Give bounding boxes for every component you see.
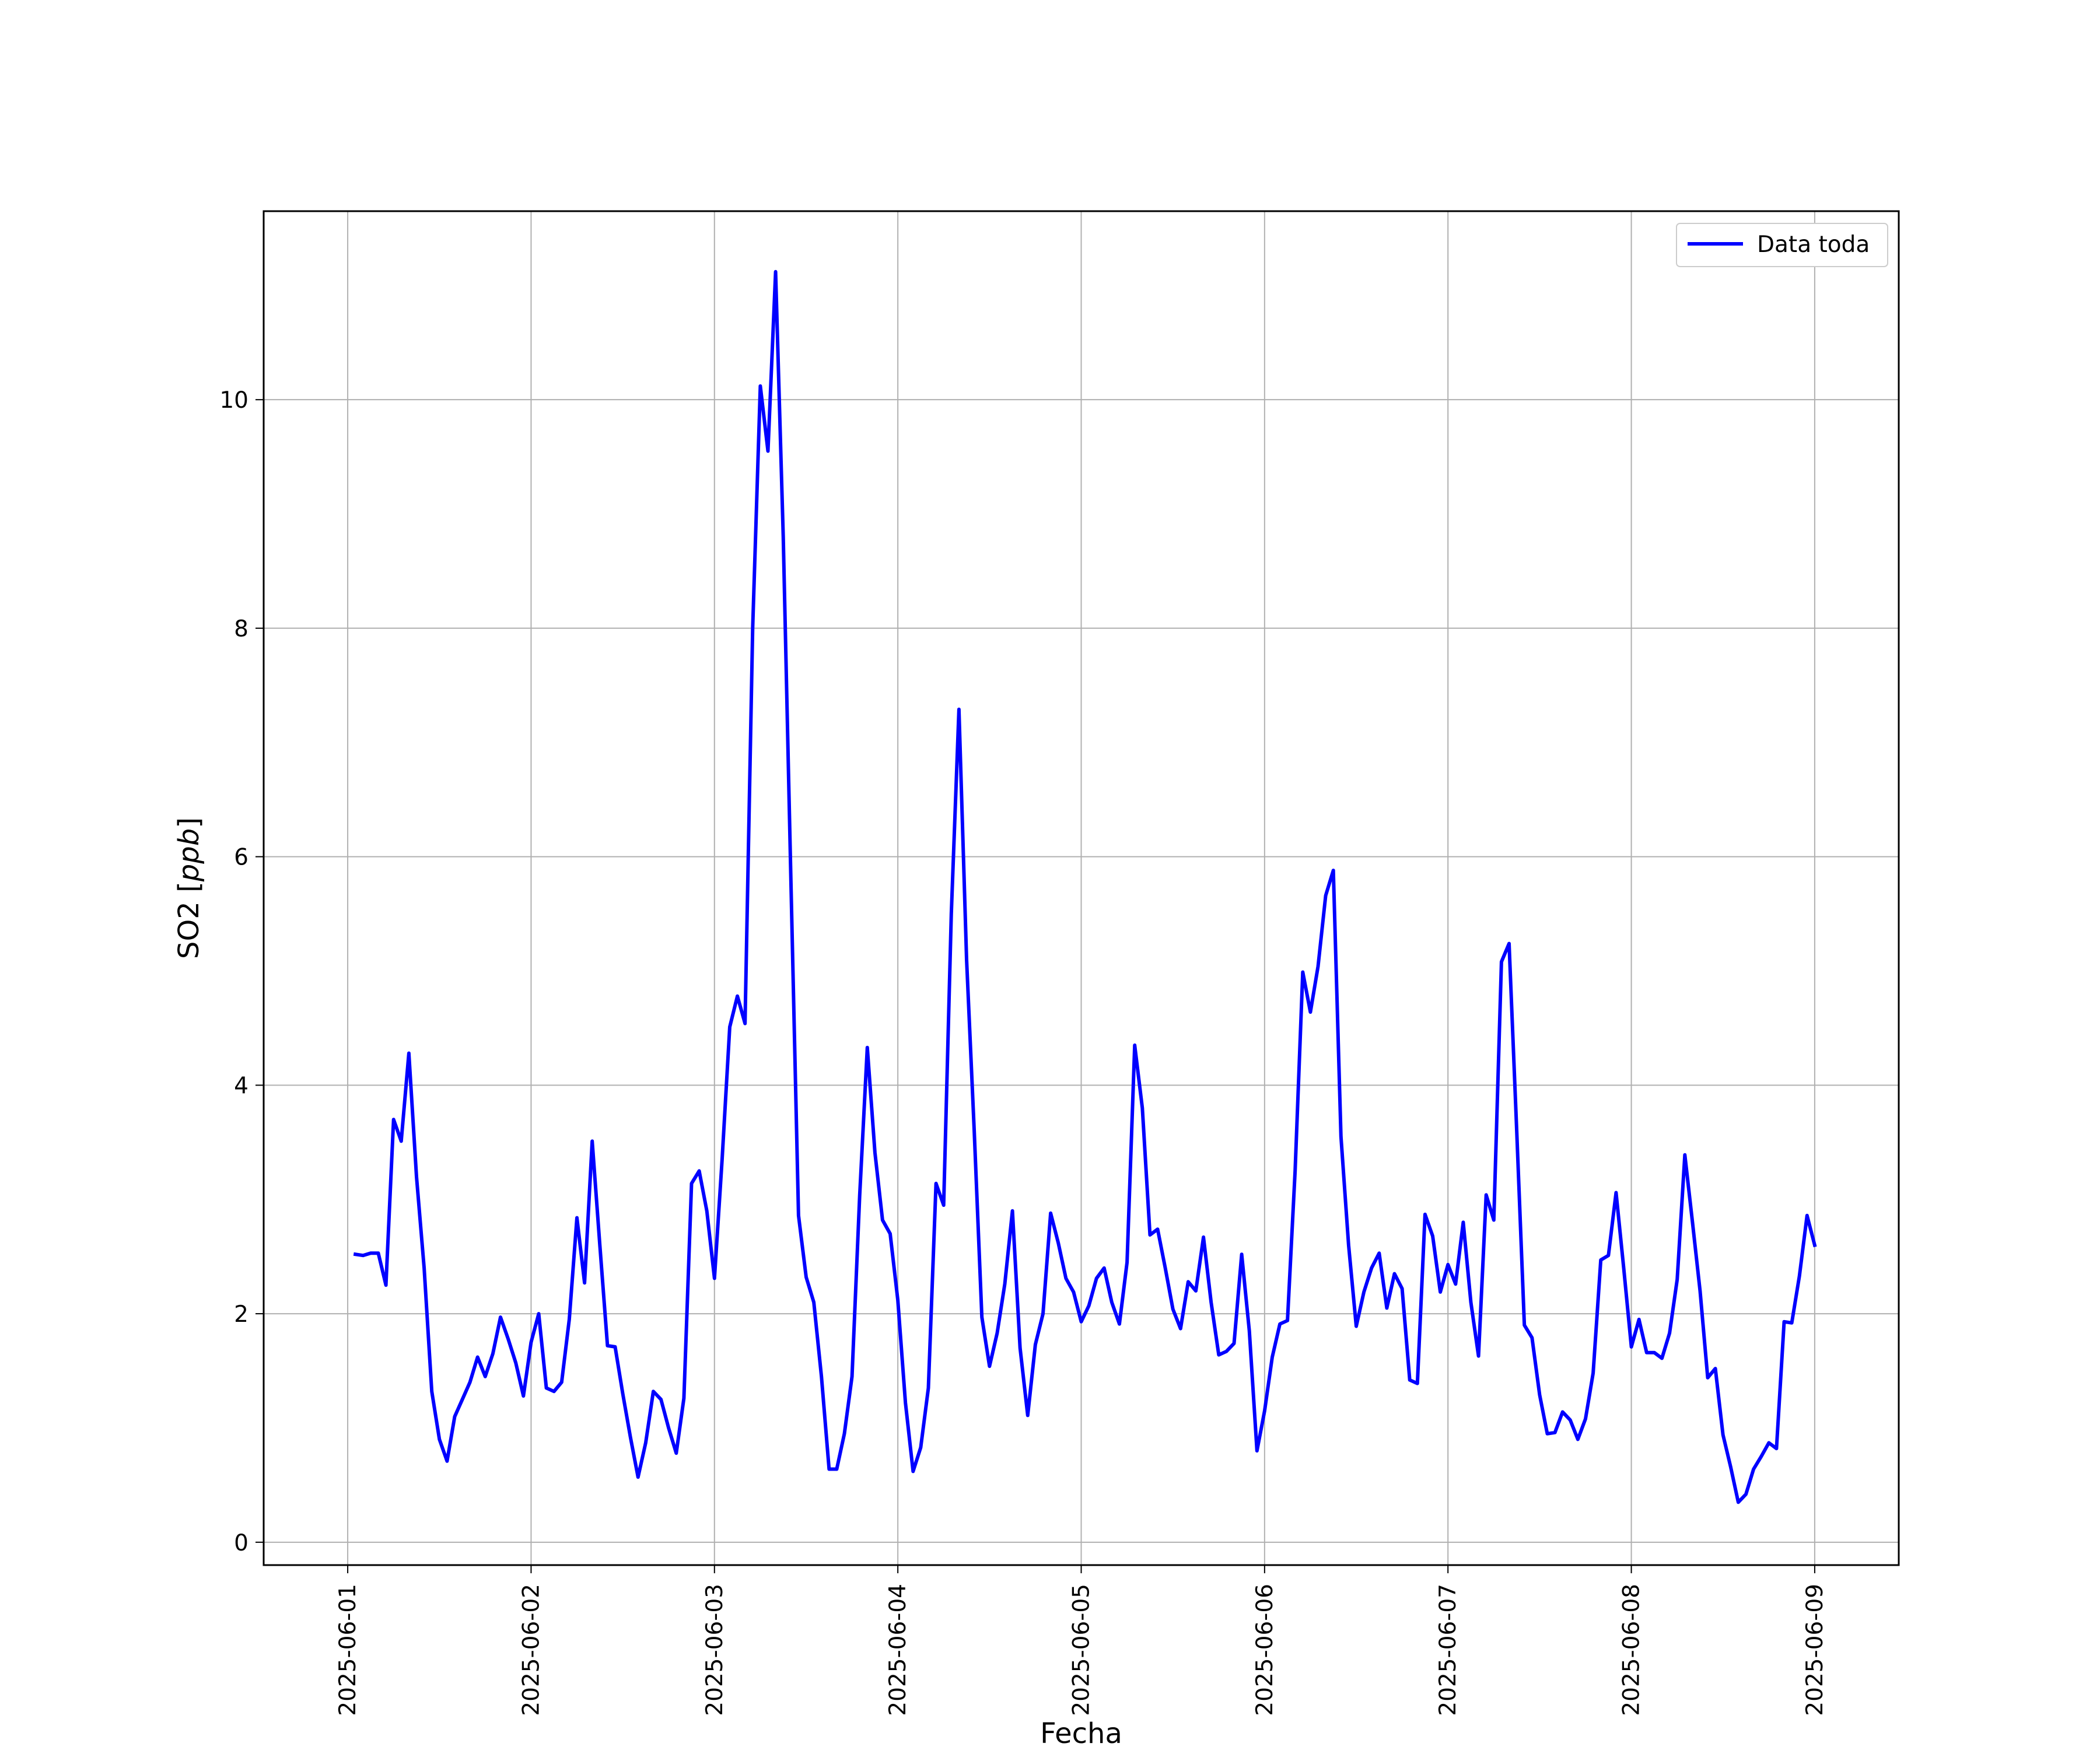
- y-tick-label: 4: [234, 1073, 249, 1099]
- legend: Data toda: [1676, 223, 1888, 267]
- x-tick-label: 2025-06-02: [518, 1584, 544, 1716]
- plot-area-frame: [262, 210, 1900, 1566]
- x-axis-label: Fecha: [1040, 1717, 1122, 1750]
- x-tick-label: 2025-06-04: [885, 1584, 911, 1716]
- x-tick-label: 2025-06-06: [1252, 1584, 1278, 1716]
- x-tick-label: 2025-06-08: [1619, 1584, 1645, 1716]
- legend-label: Data toda: [1757, 232, 1870, 258]
- ticks: 2025-06-01 2025-06-02 2025-06-03 2025-06-04…: [219, 387, 1828, 1716]
- series-layer: [353, 270, 1817, 1504]
- y-tick-label: 2: [234, 1301, 249, 1328]
- x-tick-label: 2025-06-09: [1802, 1584, 1828, 1716]
- series-line-0: [353, 270, 1817, 1504]
- x-tick-label: 2025-06-07: [1435, 1584, 1461, 1716]
- y-axis-label-text: SO2 [: [173, 881, 205, 959]
- x-tick-label: 2025-06-01: [335, 1584, 361, 1716]
- y-axis-label-bracket: ]: [173, 817, 205, 828]
- legend-box: [1676, 223, 1888, 267]
- y-axis-label: SO2 [ppb]: [173, 817, 205, 959]
- y-axis-label-unit: ppb: [173, 828, 205, 882]
- y-tick-label: 10: [219, 387, 249, 414]
- x-tick-label: 2025-06-03: [702, 1584, 728, 1716]
- y-tick-label: 0: [234, 1530, 249, 1556]
- x-tick-label: 2025-06-05: [1069, 1584, 1095, 1716]
- y-tick-label: 6: [234, 845, 249, 871]
- grid: [264, 211, 1899, 1565]
- y-tick-label: 8: [234, 616, 249, 642]
